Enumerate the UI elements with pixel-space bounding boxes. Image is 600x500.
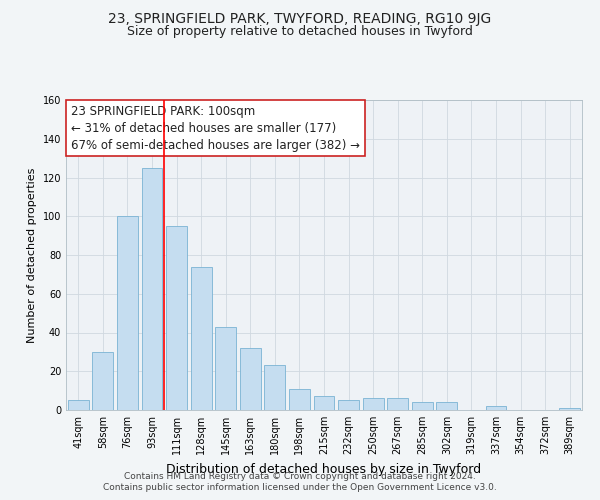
Bar <box>314 396 334 410</box>
Text: Contains public sector information licensed under the Open Government Licence v3: Contains public sector information licen… <box>103 484 497 492</box>
Y-axis label: Number of detached properties: Number of detached properties <box>27 168 37 342</box>
Bar <box>289 388 310 410</box>
Text: Size of property relative to detached houses in Twyford: Size of property relative to detached ho… <box>127 25 473 38</box>
Bar <box>240 348 261 410</box>
Bar <box>191 266 212 410</box>
Bar <box>559 408 580 410</box>
Bar <box>166 226 187 410</box>
Bar <box>412 402 433 410</box>
Bar <box>485 406 506 410</box>
Bar <box>265 366 286 410</box>
Bar <box>92 352 113 410</box>
Bar <box>436 402 457 410</box>
Text: 23 SPRINGFIELD PARK: 100sqm
← 31% of detached houses are smaller (177)
67% of se: 23 SPRINGFIELD PARK: 100sqm ← 31% of det… <box>71 104 360 152</box>
Bar <box>362 398 383 410</box>
Bar <box>338 400 359 410</box>
Bar <box>68 400 89 410</box>
Text: 23, SPRINGFIELD PARK, TWYFORD, READING, RG10 9JG: 23, SPRINGFIELD PARK, TWYFORD, READING, … <box>109 12 491 26</box>
X-axis label: Distribution of detached houses by size in Twyford: Distribution of detached houses by size … <box>166 462 482 475</box>
Bar <box>387 398 408 410</box>
Text: Contains HM Land Registry data © Crown copyright and database right 2024.: Contains HM Land Registry data © Crown c… <box>124 472 476 481</box>
Bar <box>215 326 236 410</box>
Bar <box>142 168 163 410</box>
Bar <box>117 216 138 410</box>
